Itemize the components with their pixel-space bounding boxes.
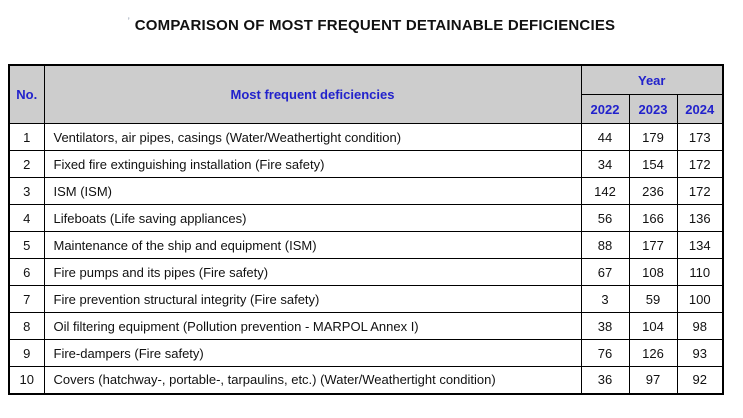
col-header-2023: 2023 [628, 94, 678, 124]
row-number: 7 [8, 285, 45, 313]
value-2022: 56 [580, 204, 630, 232]
value-2022: 36 [580, 366, 630, 394]
value-2023: 126 [628, 339, 678, 367]
value-2024: 93 [676, 339, 724, 367]
value-2024: 134 [676, 231, 724, 259]
value-2022: 44 [580, 123, 630, 151]
deficiencies-table: No. Most frequent deficiencies Year 2022… [8, 64, 724, 395]
value-2024: 172 [676, 150, 724, 178]
table-row: 1 Ventilators, air pipes, casings (Water… [8, 123, 724, 151]
value-2023: 236 [628, 177, 678, 205]
table-row: 10 Covers (hatchway-, portable-, tarpaul… [8, 366, 724, 394]
value-2023: 154 [628, 150, 678, 178]
row-number: 6 [8, 258, 45, 286]
value-2023: 179 [628, 123, 678, 151]
table-row: 5 Maintenance of the ship and equipment … [8, 231, 724, 259]
table-row: 6 Fire pumps and its pipes (Fire safety)… [8, 258, 724, 286]
table-row: 3 ISM (ISM) 142 236 172 [8, 177, 724, 205]
table-row: 4 Lifeboats (Life saving appliances) 56 … [8, 204, 724, 232]
col-header-2024: 2024 [676, 94, 724, 124]
deficiency-name: Oil filtering equipment (Pollution preve… [43, 312, 582, 340]
value-2022: 34 [580, 150, 630, 178]
table-body: 1 Ventilators, air pipes, casings (Water… [8, 123, 724, 394]
col-header-year-group: Year [580, 64, 724, 95]
value-2024: 92 [676, 366, 724, 394]
deficiency-name: Fixed fire extinguishing installation (F… [43, 150, 582, 178]
deficiency-name: Fire pumps and its pipes (Fire safety) [43, 258, 582, 286]
deficiency-name: ISM (ISM) [43, 177, 582, 205]
deficiency-name: Ventilators, air pipes, casings (Water/W… [43, 123, 582, 151]
header-row-group: No. Most frequent deficiencies Year [8, 64, 724, 124]
col-header-2022: 2022 [580, 94, 630, 124]
value-2024: 136 [676, 204, 724, 232]
value-2022: 76 [580, 339, 630, 367]
value-2022: 38 [580, 312, 630, 340]
row-number: 9 [8, 339, 45, 367]
value-2024: 110 [676, 258, 724, 286]
value-2023: 104 [628, 312, 678, 340]
header-row-years: 2022 2023 2024 [9, 94, 724, 124]
row-number: 3 [8, 177, 45, 205]
row-number: 10 [8, 366, 45, 394]
table-row: 9 Fire-dampers (Fire safety) 76 126 93 [8, 339, 724, 367]
row-number: 2 [8, 150, 45, 178]
deficiency-name: Fire prevention structural integrity (Fi… [43, 285, 582, 313]
deficiency-name: Lifeboats (Life saving appliances) [43, 204, 582, 232]
row-number: 1 [8, 123, 45, 151]
deficiency-name: Covers (hatchway-, portable-, tarpaulins… [43, 366, 582, 394]
page-title: COMPARISON OF MOST FREQUENT DETAINABLE D… [134, 17, 616, 35]
row-number: 8 [8, 312, 45, 340]
col-header-deficiencies: Most frequent deficiencies [43, 64, 582, 124]
table-header: No. Most frequent deficiencies Year 2022… [8, 64, 724, 124]
value-2022: 67 [580, 258, 630, 286]
row-number: 4 [8, 204, 45, 232]
value-2023: 166 [628, 204, 678, 232]
deficiency-name: Fire-dampers (Fire safety) [43, 339, 582, 367]
value-2024: 98 [676, 312, 724, 340]
value-2023: 59 [628, 285, 678, 313]
table-row: 2 Fixed fire extinguishing installation … [8, 150, 724, 178]
title-row: ’ COMPARISON OF MOST FREQUENT DETAINABLE … [0, 16, 743, 35]
value-2024: 172 [676, 177, 724, 205]
value-2022: 88 [580, 231, 630, 259]
table-row: 7 Fire prevention structural integrity (… [8, 285, 724, 313]
value-2024: 100 [676, 285, 724, 313]
value-2024: 173 [676, 123, 724, 151]
value-2022: 142 [580, 177, 630, 205]
deficiency-name: Maintenance of the ship and equipment (I… [43, 231, 582, 259]
table-row: 8 Oil filtering equipment (Pollution pre… [8, 312, 724, 340]
value-2023: 97 [628, 366, 678, 394]
title-footnote-mark: ’ [127, 16, 130, 26]
value-2022: 3 [580, 285, 630, 313]
value-2023: 177 [628, 231, 678, 259]
row-number: 5 [8, 231, 45, 259]
col-header-no: No. [8, 64, 45, 124]
value-2023: 108 [628, 258, 678, 286]
